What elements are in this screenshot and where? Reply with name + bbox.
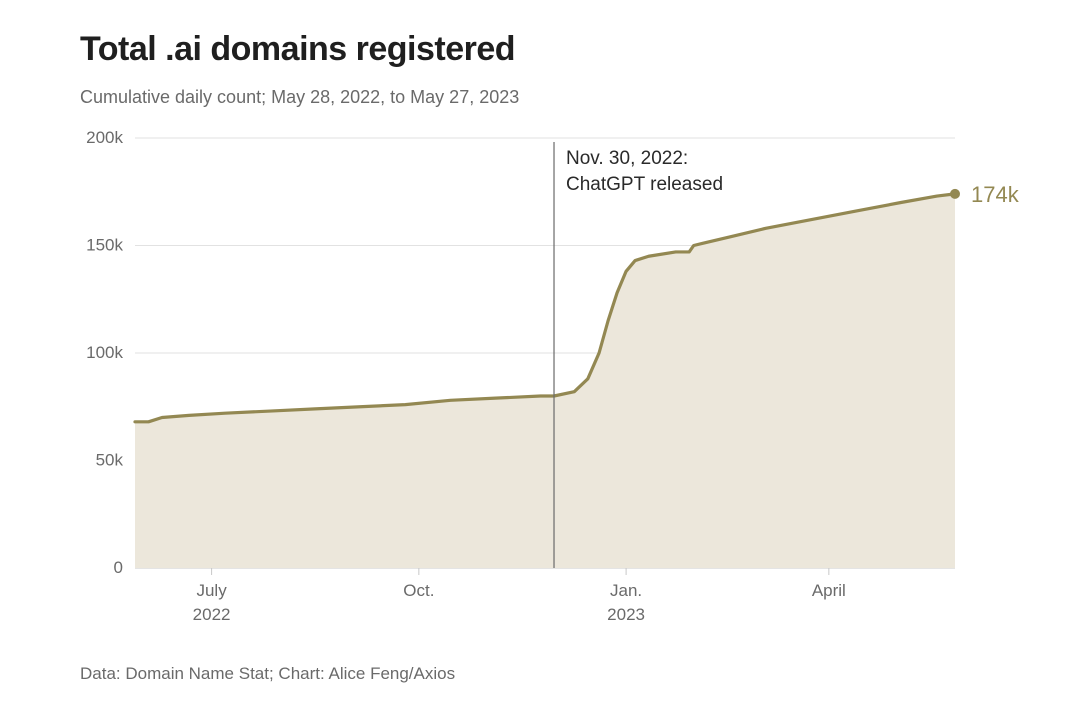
x-axis-tick-label: Oct.: [403, 581, 434, 600]
x-axis-tick-label: April: [812, 581, 846, 600]
chart-subtitle: Cumulative daily count; May 28, 2022, to…: [80, 87, 1050, 108]
chart-plot-area: 0 50k 100k 150k 200k Nov. 30, 2022: ChatGPT re…: [80, 128, 1050, 648]
x-axis-tick-label: July: [196, 581, 227, 600]
annotation-text-line2: ChatGPT released: [566, 174, 723, 195]
chart-title: Total .ai domains registered: [80, 30, 1050, 69]
end-value-label: 174k: [971, 182, 1020, 207]
y-axis-tick-label: 200k: [86, 128, 123, 147]
y-axis-tick-label: 100k: [86, 343, 123, 362]
y-axis-tick-label: 50k: [96, 451, 124, 470]
y-axis-tick-label: 0: [114, 558, 123, 577]
chart-footer: Data: Domain Name Stat; Chart: Alice Fen…: [80, 664, 1050, 684]
end-marker-icon: [950, 189, 960, 199]
x-axis-tick-label: Jan.: [610, 581, 642, 600]
y-axis-tick-label: 150k: [86, 236, 123, 255]
x-axis-year-label: 2023: [607, 605, 645, 624]
x-axis-year-label: 2022: [193, 605, 231, 624]
chart-container: Total .ai domains registered Cumulative …: [0, 0, 1080, 721]
area-fill: [135, 194, 955, 568]
annotation-text-line1: Nov. 30, 2022:: [566, 148, 688, 169]
area-chart-svg: 0 50k 100k 150k 200k Nov. 30, 2022: ChatGPT re…: [80, 128, 1040, 648]
